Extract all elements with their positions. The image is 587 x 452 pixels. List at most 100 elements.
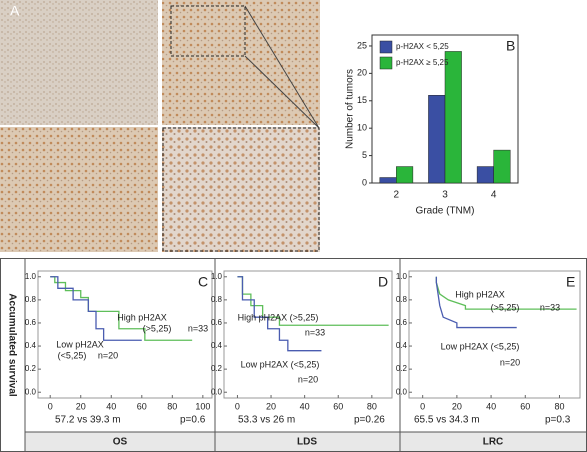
annotation: (>5,25) — [491, 302, 520, 312]
x-tick-label: 60 — [333, 401, 343, 411]
y-tick-label: 15 — [357, 95, 367, 105]
bar — [476, 166, 494, 184]
bar — [379, 177, 397, 184]
x-tick-label: 40 — [300, 401, 310, 411]
x-tick-label: 0 — [420, 401, 425, 411]
category-label: LRC — [483, 437, 504, 448]
x-tick-label: 80 — [554, 401, 564, 411]
y-tick-label: 0.4 — [211, 341, 223, 350]
survival-curve — [50, 276, 142, 341]
category-label: LDS — [297, 437, 317, 448]
annotation: n=20 — [298, 374, 318, 384]
category-row — [25, 432, 586, 451]
y-tick-label: 0.4 — [396, 341, 408, 350]
x-tick-label: 20 — [76, 401, 86, 411]
stat-label: 57.2 vs 39.3 m — [55, 415, 121, 426]
panel-label: E — [566, 274, 575, 290]
x-tick-label: 60 — [520, 401, 530, 411]
x-tick-label: 60 — [137, 401, 147, 411]
y-tick-label: 0.4 — [25, 341, 37, 350]
panel-label: D — [378, 274, 388, 290]
zoom-box — [170, 5, 246, 57]
x-tick-label: 80 — [367, 401, 377, 411]
y-tick-label: 0.8 — [396, 295, 408, 304]
y-tick-label: 0.8 — [211, 295, 223, 304]
zoom-line — [244, 55, 320, 129]
bar — [493, 149, 511, 184]
annotation: High pH2AX — [455, 289, 505, 299]
plot-frame — [37, 270, 213, 399]
annotation: Low pH2AX (<5,25) — [241, 359, 320, 369]
p-value: p=0.26 — [354, 415, 385, 426]
y-axis-label: Accumulated survival — [6, 293, 17, 397]
y-tick-label: 0.6 — [396, 318, 408, 327]
y-tick-label: 0.8 — [25, 295, 37, 304]
annotation: High pH2AX — [117, 312, 167, 322]
plot-frame — [223, 270, 393, 399]
y-tick-label: 0.2 — [211, 364, 223, 373]
bar — [396, 166, 414, 184]
x-tick-label: 0 — [48, 401, 53, 411]
annotation: High pH2AX (>5,25) — [238, 312, 319, 322]
x-tick-label: 40 — [486, 401, 496, 411]
survival-curve — [237, 276, 322, 352]
x-axis-label: Grade (TNM) — [416, 206, 475, 217]
annotation: (<5,25) — [58, 350, 87, 360]
micrograph — [162, 127, 320, 252]
y-tick-label: 25 — [357, 40, 367, 50]
y-tick-label: 1.0 — [211, 272, 223, 281]
x-tick-label: 2 — [394, 190, 400, 201]
annotation: n=20 — [98, 350, 118, 360]
annotation: n=33 — [305, 327, 325, 337]
legend-label: p-H2AX ≥ 5,25 — [396, 58, 449, 67]
y-tick-label: 0.2 — [396, 364, 408, 373]
y-axis-label: Number of tumors — [345, 69, 356, 149]
y-tick-label: 0.6 — [211, 318, 223, 327]
y-tick-label: 0.0 — [396, 387, 408, 396]
p-value: p=0.6 — [180, 415, 206, 426]
y-tick-label: 1.0 — [25, 272, 37, 281]
panel-label: C — [198, 274, 208, 290]
stat-label: 65.5 vs 34.3 m — [414, 415, 480, 426]
annotation: Low pH2AX — [56, 339, 104, 349]
y-tick-label: 1.0 — [396, 272, 408, 281]
y-tick-label: 0.2 — [25, 364, 37, 373]
legend-swatch — [379, 40, 393, 54]
annotation: Low pH2AX (<5,25) — [441, 341, 520, 351]
x-tick-label: 40 — [106, 401, 116, 411]
y-tick-label: 10 — [357, 123, 367, 133]
y-tick-label: 0 — [362, 177, 367, 187]
y-tick-label: 0.6 — [25, 318, 37, 327]
y-tick-label: 5 — [362, 150, 367, 160]
survival-curve — [50, 276, 193, 341]
y-tick-label: 0.0 — [211, 387, 223, 396]
bar — [444, 51, 462, 184]
y-tick-label: 20 — [357, 68, 367, 78]
legend-label: p-H2AX < 5,25 — [396, 42, 449, 51]
x-tick-label: 20 — [266, 401, 276, 411]
micrograph — [162, 0, 320, 125]
x-tick-label: 80 — [167, 401, 177, 411]
y-tick-label: 0.0 — [25, 387, 37, 396]
x-tick-label: 100 — [195, 401, 210, 411]
zoom-line — [244, 5, 320, 129]
annotation: n=33 — [540, 302, 560, 312]
annotation: n=20 — [500, 357, 520, 367]
bar — [428, 95, 446, 184]
category-label: OS — [113, 437, 128, 448]
x-tick-label: 0 — [235, 401, 240, 411]
stat-label: 53.3 vs 26 m — [238, 415, 295, 426]
x-tick-label: 3 — [442, 190, 448, 201]
micrograph — [0, 127, 158, 252]
x-tick-label: 4 — [491, 190, 497, 201]
annotation: (>5,25) — [143, 323, 172, 333]
annotation: n=33 — [188, 323, 208, 333]
panel-label: A — [10, 3, 20, 19]
panel-label: B — [506, 38, 515, 54]
p-value: p=0.3 — [545, 415, 571, 426]
survival-curve — [435, 276, 517, 329]
zoom-box — [162, 127, 320, 252]
micrograph — [0, 0, 158, 125]
x-tick-label: 20 — [452, 401, 462, 411]
